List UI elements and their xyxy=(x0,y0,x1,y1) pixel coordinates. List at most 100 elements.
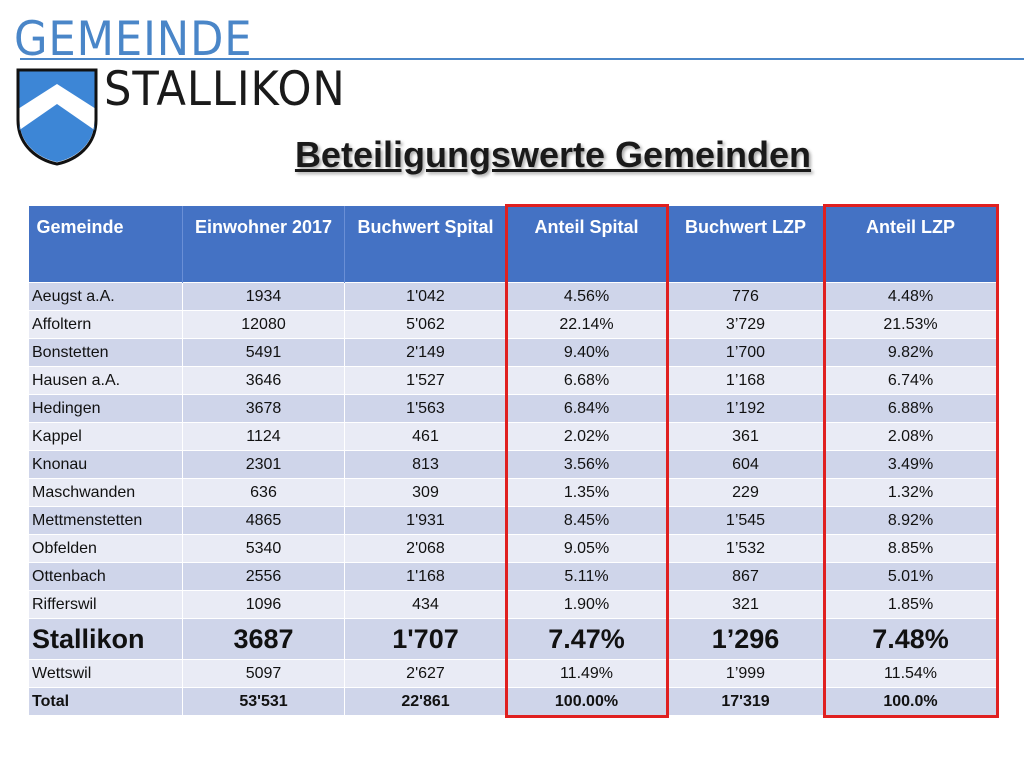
table-cell: 21.53% xyxy=(824,310,997,339)
header-buchwert-spital: Buchwert Spital xyxy=(344,206,507,283)
cell-gemeinde: Affoltern xyxy=(28,310,183,339)
table-cell: 17'319 xyxy=(666,687,825,716)
table-cell: 1'563 xyxy=(344,394,507,423)
table-cell: 9.40% xyxy=(506,338,667,367)
table-cell: 100.0% xyxy=(824,687,997,716)
header-gemeinde: Gemeinde xyxy=(28,206,183,283)
table-cell: 53'531 xyxy=(182,687,345,716)
table-cell: 7.47% xyxy=(506,618,667,660)
table-cell: 4.48% xyxy=(824,282,997,311)
table-row: Obfelden 5340 2'068 9.05% 1’532 8.85% xyxy=(28,534,997,563)
table-cell: 6.84% xyxy=(506,394,667,423)
page-title: Beteiligungswerte Gemeinden xyxy=(294,134,812,175)
table-cell: 1.90% xyxy=(506,590,667,619)
header-anteil-spital: Anteil Spital xyxy=(506,206,667,283)
table-cell: 8.92% xyxy=(824,506,997,535)
table-cell: 5.11% xyxy=(506,562,667,591)
table-row: Total 53'531 22'861 100.00% 17'319 100.0% xyxy=(28,687,997,716)
table-cell: 22.14% xyxy=(506,310,667,339)
table-cell: 776 xyxy=(666,282,825,311)
table-cell: 2.02% xyxy=(506,422,667,451)
table-cell: 636 xyxy=(182,478,345,507)
table-cell: 4865 xyxy=(182,506,345,535)
logo-text-stallikon: STALLIKON xyxy=(104,62,346,117)
table-cell: 9.05% xyxy=(506,534,667,563)
table-cell: 9.82% xyxy=(824,338,997,367)
table-cell: 2'149 xyxy=(344,338,507,367)
table-cell: 1’168 xyxy=(666,366,825,395)
table-cell: 604 xyxy=(666,450,825,479)
table-cell: 3646 xyxy=(182,366,345,395)
table-cell: 3.56% xyxy=(506,450,667,479)
coat-of-arms-logo xyxy=(16,68,98,166)
table-cell: 321 xyxy=(666,590,825,619)
table-cell: 4.56% xyxy=(506,282,667,311)
table-cell: 1096 xyxy=(182,590,345,619)
table-row: Wettswil 5097 2'627 11.49% 1’999 11.54% xyxy=(28,659,997,688)
cell-gemeinde: Maschwanden xyxy=(28,478,183,507)
table-cell: 6.88% xyxy=(824,394,997,423)
table-cell: 813 xyxy=(344,450,507,479)
cell-gemeinde: Knonau xyxy=(28,450,183,479)
cell-gemeinde: Hausen a.A. xyxy=(28,366,183,395)
table-cell: 3.49% xyxy=(824,450,997,479)
header-anteil-lzp: Anteil LZP xyxy=(824,206,997,283)
header-buchwert-lzp: Buchwert LZP xyxy=(666,206,825,283)
table-cell: 22'861 xyxy=(344,687,507,716)
table-cell: 7.48% xyxy=(824,618,997,660)
table-cell: 1.32% xyxy=(824,478,997,507)
cell-gemeinde: Kappel xyxy=(28,422,183,451)
cell-gemeinde: Aeugst a.A. xyxy=(28,282,183,311)
table-cell: 5491 xyxy=(182,338,345,367)
table-row: Hausen a.A. 3646 1'527 6.68% 1’168 6.74% xyxy=(28,366,997,395)
table-cell: 5340 xyxy=(182,534,345,563)
header-rule xyxy=(20,58,1024,60)
table-cell: 2.08% xyxy=(824,422,997,451)
table-cell: 309 xyxy=(344,478,507,507)
table-cell: 1'931 xyxy=(344,506,507,535)
table-cell: 3’729 xyxy=(666,310,825,339)
cell-gemeinde: Bonstetten xyxy=(28,338,183,367)
table-cell: 5'062 xyxy=(344,310,507,339)
table-cell: 1'168 xyxy=(344,562,507,591)
cell-gemeinde: Rifferswil xyxy=(28,590,183,619)
cell-gemeinde: Total xyxy=(28,687,183,716)
table-cell: 1'527 xyxy=(344,366,507,395)
table-cell: 6.74% xyxy=(824,366,997,395)
table-cell: 229 xyxy=(666,478,825,507)
data-table-container: Gemeinde Einwohner 2017 Buchwert Spital … xyxy=(28,204,999,718)
table-header-row: Gemeinde Einwohner 2017 Buchwert Spital … xyxy=(28,206,997,283)
table-row: Maschwanden 636 309 1.35% 229 1.32% xyxy=(28,478,997,507)
table-cell: 5097 xyxy=(182,659,345,688)
table-row: Mettmenstetten 4865 1'931 8.45% 1’545 8.92% xyxy=(28,506,997,535)
cell-gemeinde: Stallikon xyxy=(28,618,183,660)
table-cell: 434 xyxy=(344,590,507,619)
table-cell: 12080 xyxy=(182,310,345,339)
cell-gemeinde: Mettmenstetten xyxy=(28,506,183,535)
table-row: Knonau 2301 813 3.56% 604 3.49% xyxy=(28,450,997,479)
table-row: Aeugst a.A. 1934 1'042 4.56% 776 4.48% xyxy=(28,282,997,311)
table-cell: 8.45% xyxy=(506,506,667,535)
table-cell: 867 xyxy=(666,562,825,591)
table-cell: 2556 xyxy=(182,562,345,591)
table-cell: 3678 xyxy=(182,394,345,423)
table-cell: 1’192 xyxy=(666,394,825,423)
table-cell: 1’999 xyxy=(666,659,825,688)
cell-gemeinde: Obfelden xyxy=(28,534,183,563)
table-row: Bonstetten 5491 2'149 9.40% 1’700 9.82% xyxy=(28,338,997,367)
table-cell: 1’296 xyxy=(666,618,825,660)
table-cell: 8.85% xyxy=(824,534,997,563)
cell-gemeinde: Ottenbach xyxy=(28,562,183,591)
table-cell: 1.35% xyxy=(506,478,667,507)
table-cell: 1'042 xyxy=(344,282,507,311)
table-cell: 1934 xyxy=(182,282,345,311)
table-cell: 2'068 xyxy=(344,534,507,563)
table-cell: 1'707 xyxy=(344,618,507,660)
table-cell: 1’545 xyxy=(666,506,825,535)
table-row: Rifferswil 1096 434 1.90% 321 1.85% xyxy=(28,590,997,619)
table-cell: 11.49% xyxy=(506,659,667,688)
table-row: Stallikon 3687 1'707 7.47% 1’296 7.48% xyxy=(28,618,997,660)
cell-gemeinde: Hedingen xyxy=(28,394,183,423)
table-row: Hedingen 3678 1'563 6.84% 1’192 6.88% xyxy=(28,394,997,423)
table-cell: 1’532 xyxy=(666,534,825,563)
